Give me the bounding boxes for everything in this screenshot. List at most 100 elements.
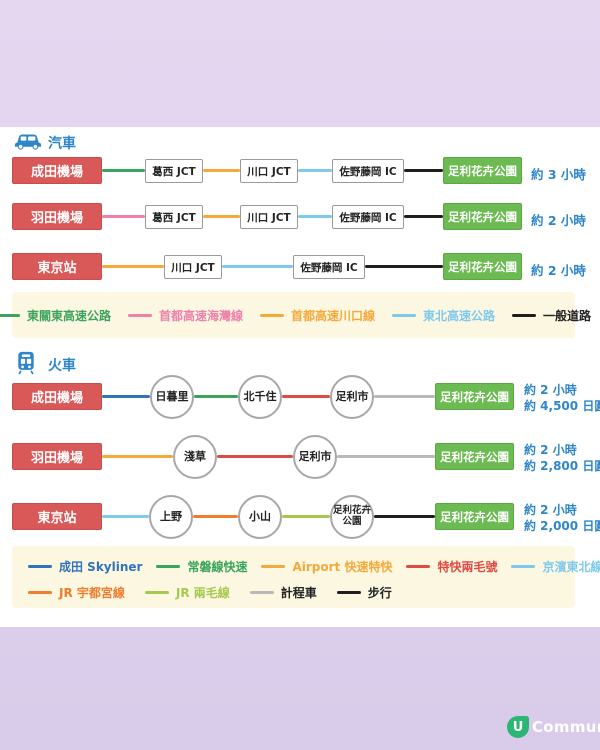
legend-item: 計程車: [249, 584, 317, 601]
duration-label: 約 2 小時: [524, 443, 577, 457]
route-segment-shuto-kawaguchi-line: [203, 215, 240, 218]
route-segment-ryomo-express: [217, 455, 293, 458]
car-section-title: 汽車: [48, 136, 76, 152]
route-segment-taxi: [337, 455, 435, 458]
legend-item: 京濱東北線: [511, 558, 600, 575]
station-circle: 北千住: [238, 375, 282, 419]
legend-item: 首都高速川口線: [260, 307, 375, 324]
destination-box: 足利花卉公園: [443, 253, 522, 280]
route-segment-shuto-kawaguchi-line: [203, 169, 240, 172]
legend-label: 首都高速川口線: [291, 308, 376, 323]
duration-label: 約 2 小時: [524, 383, 577, 397]
legend-item: 一般道路: [512, 307, 591, 324]
route-segment-general-road: [404, 215, 443, 218]
legend-label: 計程車: [280, 585, 317, 600]
line-swatch-blue: [28, 564, 52, 568]
legend-item: 特快兩毛號: [406, 558, 497, 575]
route-segment-general-road: [404, 169, 443, 172]
line-swatch-gray: [249, 590, 274, 594]
legend-item: 步行: [336, 584, 392, 601]
route-segment-tohoku-expressway: [298, 215, 332, 218]
car-legend-panel: 東關東高速公路 首都高速海灣線 首都高速川口線 東北高速公路 一般道路: [0, 292, 591, 338]
legend-label: 東關東高速公路: [26, 308, 111, 323]
legend-label: 京濱東北線: [542, 559, 600, 574]
legend-label: 步行: [367, 585, 392, 600]
legend-label: Airport 快速特快: [292, 559, 393, 574]
legend-item: 東北高速公路: [392, 307, 495, 324]
destination-box: 足利花卉公園: [443, 157, 522, 184]
station-circle: 日暮里: [150, 375, 194, 419]
legend-label: 首都高速海灣線: [158, 308, 243, 323]
ucommunity-logo-icon: U: [507, 716, 529, 738]
route-segment-ryomo-express: [282, 395, 330, 398]
legend-item: 成田 Skyliner: [28, 558, 142, 575]
route-segment-jr-ryomo-line: [282, 515, 330, 518]
legend-label: JR 宇都宮線: [59, 585, 125, 600]
fare-label: 約 2,000 日圓: [524, 519, 600, 533]
junction-box: 川口 JCT: [164, 255, 222, 279]
line-swatch-yellowgreen: [144, 590, 169, 594]
route-segment-shuto-bayshore-line: [102, 215, 145, 218]
legend-item: 首都高速海灣線: [127, 307, 243, 324]
junction-box: 葛西 JCT: [145, 205, 203, 229]
train-section-title: 火車: [48, 358, 76, 374]
fare-label: 約 4,500 日圓: [524, 399, 600, 413]
ucommunity-logo-text: Community: [532, 718, 600, 736]
duration-fare-label: 約 2 小時 約 2,000 日圓: [524, 502, 600, 534]
origin-box: 羽田機場: [12, 203, 102, 230]
line-swatch-red: [406, 564, 431, 568]
junction-box: 川口 JCT: [240, 205, 298, 229]
station-circle: 足利市: [330, 375, 374, 419]
line-swatch-green: [156, 564, 181, 568]
route-segment-airport-express: [102, 455, 173, 458]
legend-item: JR 兩毛線: [144, 584, 230, 601]
interchange-box: 佐野藤岡 IC: [332, 159, 404, 183]
destination-box: 足利花卉公園: [435, 503, 514, 530]
origin-box: 東京站: [12, 503, 102, 530]
interchange-box: 佐野藤岡 IC: [332, 205, 404, 229]
station-circle: 淺草: [173, 435, 217, 479]
station-circle: 足利花卉公園: [330, 495, 374, 539]
legend-item: JR 宇都宮線: [28, 584, 125, 601]
destination-box: 足利花卉公園: [435, 443, 514, 470]
legend-label: 常磐線快速: [187, 559, 248, 574]
station-circle: 足利市: [293, 435, 337, 479]
duration-label: 約 2 小時: [531, 213, 586, 228]
route-segment-shuto-kawaguchi-line: [102, 265, 164, 268]
line-swatch-lightblue: [511, 564, 536, 568]
origin-box: 羽田機場: [12, 443, 102, 470]
line-swatch-black: [336, 590, 361, 594]
junction-box: 川口 JCT: [240, 159, 298, 183]
line-swatch-darkorange: [28, 590, 52, 594]
route-segment-tohoku-expressway: [222, 265, 293, 268]
route-segment-general-road: [365, 265, 443, 268]
origin-box: 成田機場: [12, 157, 102, 184]
route-segment-jr-utsunomiya-line: [193, 515, 238, 518]
line-swatch-pink: [127, 313, 152, 317]
route-segment-joban-rapid: [194, 395, 238, 398]
line-swatch-lightblue: [392, 313, 417, 317]
line-swatch-black: [512, 313, 537, 317]
route-segment-tohoku-expressway: [298, 169, 332, 172]
line-swatch-amber: [260, 313, 284, 317]
duration-fare-label: 約 2 小時 約 2,800 日圓: [524, 442, 600, 474]
route-segment-walk: [374, 515, 435, 518]
legend-label: 東北高速公路: [423, 308, 496, 323]
destination-box: 足利花卉公園: [435, 383, 514, 410]
junction-box: 葛西 JCT: [145, 159, 203, 183]
station-circle: 小山: [238, 495, 282, 539]
train-legend-panel: 成田 Skyliner 常磐線快速 Airport 快速特快 特快兩毛號 京濱東…: [12, 546, 600, 608]
line-swatch-green: [0, 313, 20, 317]
duration-label: 約 2 小時: [531, 263, 586, 278]
legend-item: Airport 快速特快: [261, 558, 392, 575]
ucommunity-watermark: U Community: [507, 716, 600, 738]
duration-fare-label: 約 2 小時 約 4,500 日圓: [524, 382, 600, 414]
legend-label: 成田 Skyliner: [59, 559, 143, 574]
destination-box: 足利花卉公園: [443, 203, 522, 230]
route-segment-tokanto-expressway: [102, 169, 145, 172]
station-circle: 上野: [149, 495, 193, 539]
origin-box: 成田機場: [12, 383, 102, 410]
line-swatch-amber: [261, 564, 286, 568]
fare-label: 約 2,800 日圓: [524, 459, 600, 473]
